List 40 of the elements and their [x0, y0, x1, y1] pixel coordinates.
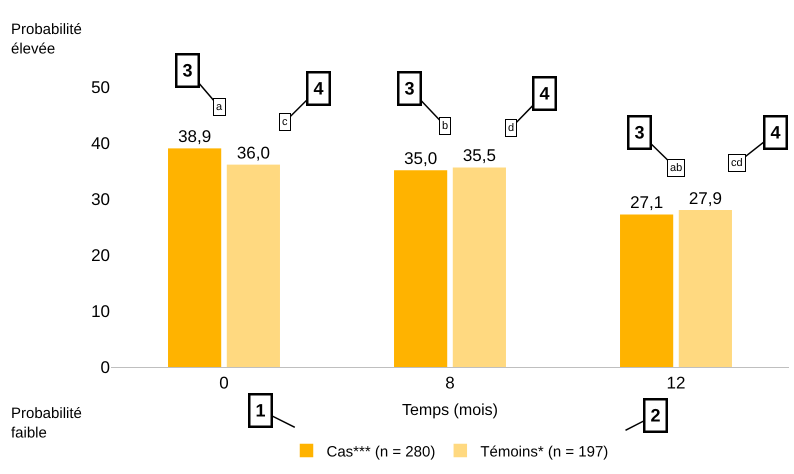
text: 2: [650, 406, 661, 426]
text: 3: [182, 60, 193, 80]
x-axis-title: Temps (mois): [402, 402, 498, 420]
legend-label: Cas*** (n = 280): [326, 443, 436, 460]
data-label: 27,9: [688, 188, 722, 208]
annotation: b: [442, 120, 448, 132]
y-tick-label: 20: [91, 246, 110, 265]
y-tick-label: 30: [91, 190, 110, 209]
data-label: 36,0: [236, 143, 270, 162]
legend-label: Témoins* (n = 197): [480, 443, 608, 460]
annotation: a: [216, 101, 223, 113]
y-tick-label: 50: [91, 78, 110, 97]
y-tick-label: 10: [91, 302, 110, 321]
data-label: 35,0: [404, 149, 438, 168]
text: Probabilité faible: [11, 405, 82, 442]
annotation: 3: [404, 78, 415, 98]
annotation: d: [508, 122, 514, 134]
text: 1: [256, 400, 266, 420]
annotation: cd: [731, 157, 743, 169]
annotation: c: [282, 116, 288, 128]
bar: [394, 170, 448, 367]
bar: [168, 148, 222, 367]
data-label: 35,5: [462, 146, 496, 166]
bar: [226, 164, 280, 367]
data-label: 38,9: [178, 127, 212, 146]
bar: [452, 167, 506, 367]
y-tick-label: 0: [100, 358, 110, 377]
x-tick-label: 0: [219, 373, 229, 392]
annotation: 4: [770, 122, 781, 142]
bar: [620, 214, 674, 367]
x-tick-label: 8: [445, 373, 455, 392]
data-label: 27,1: [630, 193, 664, 212]
y-tick-label: 40: [91, 134, 110, 153]
annotation: 4: [314, 78, 324, 98]
bar: [678, 210, 732, 367]
annotation: ab: [670, 162, 682, 174]
x-tick-label: 12: [666, 373, 686, 392]
annotation: 3: [634, 122, 645, 142]
annotation: 4: [540, 84, 550, 104]
text: Probabilité élevée: [11, 21, 82, 58]
